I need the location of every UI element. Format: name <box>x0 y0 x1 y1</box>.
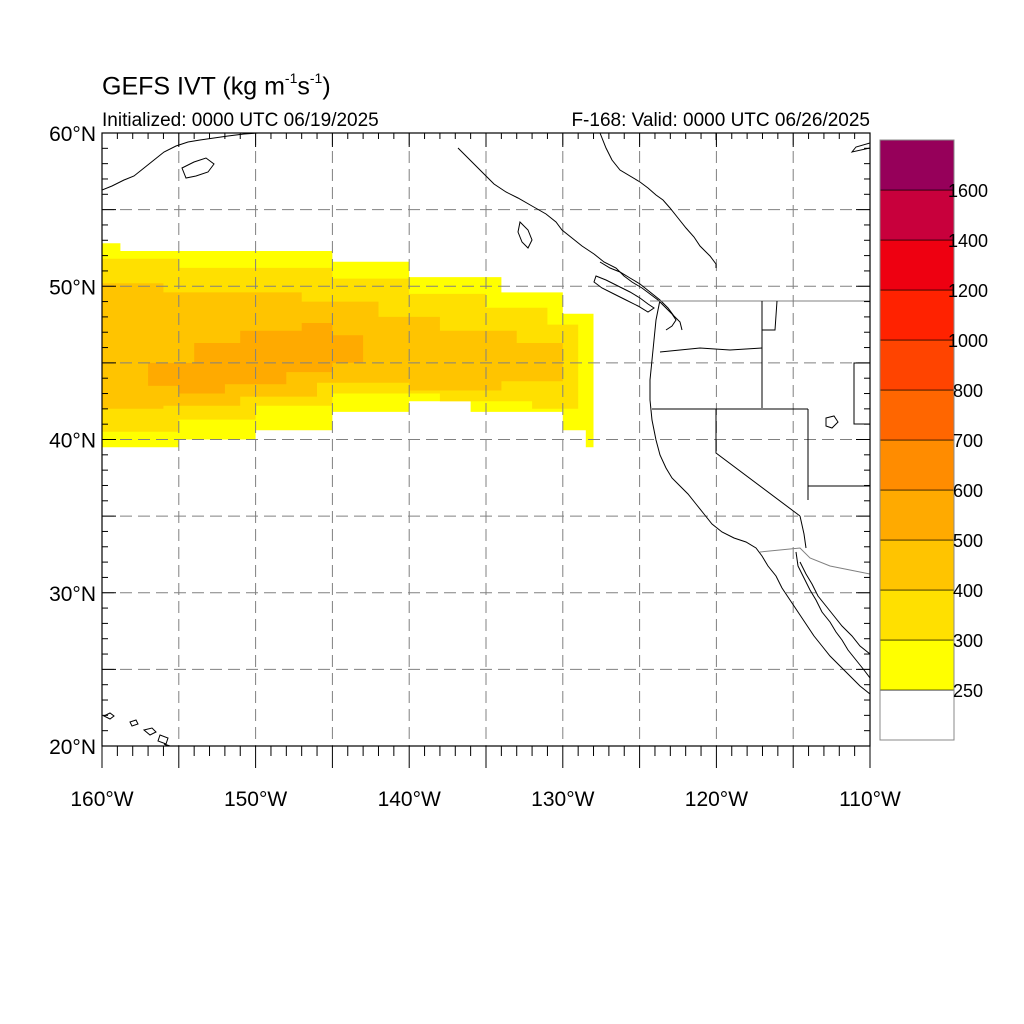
colorbar-label: 1000 <box>948 331 988 351</box>
lon-tick-label: 130°W <box>531 788 594 811</box>
lon-tick-label: 140°W <box>378 788 441 811</box>
british-columbia-coast <box>599 261 683 331</box>
vancouver-island <box>593 275 655 313</box>
alaska-coast <box>102 133 259 191</box>
kodiak-island <box>181 157 215 179</box>
lon-tick-label: 110°W <box>839 788 901 811</box>
colorbar-frame <box>879 139 955 741</box>
haida-gwaii <box>517 220 533 249</box>
lon-tick-label: 150°W <box>224 788 287 811</box>
colorbar-label: 1600 <box>948 181 988 201</box>
alaska-panhandle <box>457 147 677 331</box>
colorbar-label: 600 <box>953 481 983 501</box>
colorbar-label: 300 <box>953 631 983 651</box>
colorbar-label: 250 <box>953 681 983 701</box>
colorbar-swatch <box>879 389 955 441</box>
mexico-border <box>759 547 870 575</box>
valid-time-label: F-168: Valid: 0000 UTC 06/26/2025 <box>571 110 870 131</box>
map-gridlines <box>102 133 870 746</box>
colorbar-swatch <box>879 589 955 641</box>
colorbar-swatch <box>879 639 955 691</box>
washington-oregon-border <box>659 347 763 353</box>
colorbar-swatch <box>879 339 955 391</box>
ivt-field <box>102 243 594 448</box>
lat-tick-label: 50°N <box>49 276 96 299</box>
colorbar-label: 400 <box>953 581 983 601</box>
colorbar-label: 1400 <box>948 231 988 251</box>
lat-tick-label: 60°N <box>49 123 96 146</box>
colorbar: 250 300 400 500 600 700 800 1000 1200 1400 1600 <box>879 139 988 741</box>
baja-california <box>795 551 870 679</box>
lon-tick-label: 120°W <box>685 788 748 811</box>
colorbar-swatch <box>879 289 955 341</box>
lat-tick-label: 30°N <box>49 583 96 606</box>
colorbar-swatch <box>879 239 955 291</box>
colorbar-swatch <box>879 189 955 241</box>
map-title: GEFS IVT (kg m-1s-1) <box>102 70 331 101</box>
colorbar-label: 1200 <box>948 281 988 301</box>
nevada-border <box>715 409 801 517</box>
axis-ticks <box>101 132 871 768</box>
great-salt-lake <box>825 415 839 429</box>
colorbar-swatch <box>879 689 955 741</box>
lon-tick-label: 160°W <box>70 788 133 811</box>
colorbar-label: 500 <box>953 531 983 551</box>
axis-tick-labels: 60°N 50°N 40°N 30°N 20°N 160°W 150°W 140°W 130°W… <box>49 123 901 811</box>
colorbar-label: 700 <box>953 431 983 451</box>
colorbar-swatch <box>879 489 955 541</box>
initialized-label: Initialized: 0000 UTC 06/19/2025 <box>102 110 379 131</box>
utah-border <box>807 409 870 500</box>
hawaii-islands <box>102 712 171 746</box>
lat-tick-label: 40°N <box>49 430 96 453</box>
idaho-border <box>761 300 778 408</box>
gulf-of-california <box>799 561 870 655</box>
colorbar-swatch <box>879 139 955 191</box>
coastlines-and-borders <box>102 133 870 746</box>
arizona-border <box>799 515 807 549</box>
lat-tick-label: 20°N <box>49 736 96 759</box>
colorbar-swatch <box>879 439 955 491</box>
west-coast-coastline <box>599 133 870 268</box>
colorbar-label: 800 <box>953 381 983 401</box>
us-west-coastline <box>649 299 870 695</box>
colorbar-swatch <box>879 539 955 591</box>
